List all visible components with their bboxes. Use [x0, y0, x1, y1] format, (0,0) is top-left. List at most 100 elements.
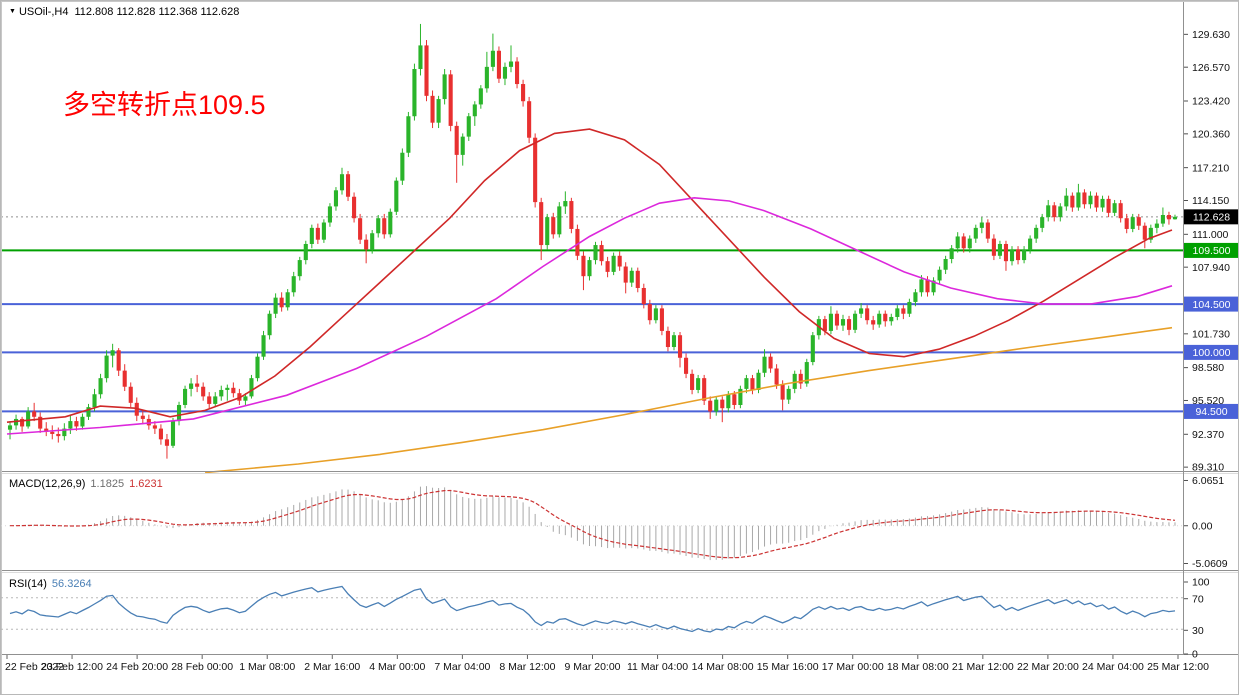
price-badge-label: 94.500 [1195, 406, 1227, 418]
candle-body [152, 425, 157, 429]
price-badge-label: 104.500 [1193, 299, 1231, 311]
time-label: 24 Feb 20:00 [106, 661, 169, 673]
candle-body [394, 180, 399, 212]
candle-body [750, 378, 755, 390]
candle-body [412, 69, 417, 117]
price-badge[interactable] [1184, 242, 1239, 258]
candle-body [581, 255, 586, 277]
candle-body [937, 269, 942, 281]
rsi-line [9, 585, 1176, 633]
time-label: 24 Mar 04:00 [1082, 661, 1144, 673]
candle-body [110, 350, 115, 356]
candle-body [967, 238, 972, 249]
time-label: 22 Feb 2022 [5, 661, 64, 673]
candle-body [732, 394, 737, 405]
candle-body [291, 276, 296, 293]
candle-body [1082, 192, 1087, 205]
candle-body [1100, 198, 1105, 208]
candle-body [164, 439, 170, 446]
candle-body [822, 319, 827, 331]
candle-body [599, 245, 604, 262]
time-label: 9 Mar 20:00 [564, 661, 621, 673]
current-price-badge[interactable] [1184, 209, 1239, 225]
candle-body [931, 280, 936, 293]
candle-body [792, 373, 797, 389]
symbol-marker-icon: ▼ [9, 8, 16, 15]
candle-body [871, 320, 876, 325]
price-badge[interactable] [1184, 344, 1239, 360]
macd-main-value: 1.1825 [90, 478, 125, 490]
candle-body [255, 356, 260, 379]
candle-body [671, 335, 677, 348]
rsi-indicator-label: RSI(14) 56.3264 [9, 578, 92, 590]
time-label: 17 Mar 00:00 [821, 661, 884, 673]
candle-body [865, 308, 870, 321]
candle-body [1124, 218, 1129, 229]
candle-body [1070, 195, 1075, 208]
candle-body [617, 255, 622, 267]
price-badge[interactable] [1184, 403, 1239, 419]
time-label: 23 Feb 12:00 [41, 661, 103, 673]
candle-body [339, 174, 345, 191]
candle-body [545, 217, 550, 246]
candle-body [859, 308, 864, 314]
candle-body [146, 418, 151, 426]
candle-body [430, 95, 435, 123]
candle-body [442, 74, 447, 100]
rsi-value: 56.3264 [51, 578, 92, 590]
time-axis[interactable]: 22 Feb 2022 23 Feb 12:00 24 Feb 20:00 28 Fe… [1, 661, 1238, 677]
time-label: 1 Mar 08:00 [239, 661, 296, 673]
candle-body [569, 201, 574, 229]
candle-body [158, 428, 163, 440]
price-tick-label: 89.310 [1192, 462, 1224, 474]
candle-body [653, 308, 658, 321]
candle-body [225, 387, 230, 390]
candle-body [641, 287, 646, 305]
candle-body [1058, 206, 1063, 218]
candle-body [1148, 227, 1153, 240]
candle-body [949, 248, 954, 260]
candle-body [195, 383, 200, 387]
candle-body [919, 279, 924, 293]
price-badge[interactable] [1184, 296, 1239, 312]
rsi-name: RSI(14) [9, 578, 47, 590]
candle-body [738, 388, 743, 405]
time-label: 21 Mar 12:00 [951, 661, 1014, 673]
macd-signal-value: 1.6231 [129, 478, 163, 490]
candle-body [315, 227, 320, 240]
candle-body [122, 370, 127, 387]
candle-body [32, 411, 37, 417]
candle-body [563, 201, 568, 207]
candle-body [635, 270, 640, 288]
candle-body [539, 202, 544, 246]
candle-body [460, 136, 465, 155]
candle-body [961, 236, 966, 249]
time-label: 25 Mar 12:00 [1147, 661, 1209, 673]
candle-body [1118, 203, 1123, 219]
candle-body [714, 399, 719, 412]
candle-body [1034, 227, 1039, 239]
candle-body [279, 297, 284, 308]
candle-body [207, 396, 212, 404]
candle-body [74, 421, 79, 427]
candle-body [62, 428, 67, 437]
time-label: 18 Mar 08:00 [886, 661, 949, 673]
candle-body [80, 416, 85, 427]
candle-body [1160, 214, 1165, 224]
candle-body [44, 428, 49, 432]
candle-body [249, 378, 254, 397]
candle-body [327, 206, 332, 223]
candle-body [484, 66, 489, 89]
time-label: 7 Mar 04:00 [434, 661, 491, 673]
candle-body [925, 279, 930, 293]
candle-body [508, 61, 514, 67]
time-label: 15 Mar 16:00 [756, 661, 819, 673]
candle-body [478, 88, 483, 105]
annotation-text[interactable]: 多空转折点109.5 [63, 90, 266, 120]
candle-body [774, 368, 779, 385]
candle-body [1142, 225, 1147, 240]
candle-body [587, 260, 592, 277]
